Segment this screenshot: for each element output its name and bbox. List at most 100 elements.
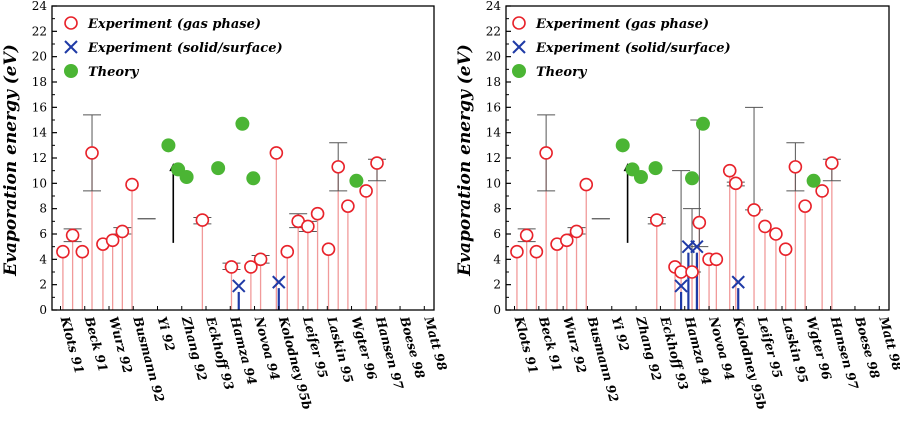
y-tick-label: 2 [39,278,47,292]
gas-phase-point [280,244,295,259]
theory-point [685,171,700,186]
theory-point [161,138,176,153]
gas-phase-point [195,213,210,227]
gas-phase-point [692,215,707,230]
theory-point [633,170,648,184]
category-label: Yi 92 [155,315,179,353]
theory-point [806,173,821,188]
chart-panel-right: Evaporation energy (eV) 0246810121416182… [455,0,900,411]
gas-phase-point [75,244,90,259]
theory-point [211,161,226,176]
gas-phase-point [539,146,553,160]
gas-phase-point [359,184,373,198]
legend-solid-marker [64,40,78,54]
legend-theory-label: Theory [88,65,140,80]
y-tick-label: 20 [32,50,47,64]
gas-phase-point [529,244,544,259]
category-label: Klots 91 [511,314,541,375]
y-tick-label: 20 [486,50,501,64]
gas-phase-point [85,146,99,160]
category-label: Yi 92 [609,315,633,353]
y-tick-label: 4 [493,252,501,266]
gas-phase-point [301,219,315,234]
legend-gas-label: Experiment (gas phase) [535,17,709,32]
gas-phase-point [579,177,594,192]
y-tick-label: 16 [486,100,501,114]
chart-panel-left: Evaporation energy (eV) 0246810121416182… [1,0,450,411]
y-tick-label: 24 [486,0,502,13]
y-tick-label: 6 [39,227,47,241]
gas-phase-point [798,199,812,213]
gas-phase-point [125,177,139,192]
theory-point [615,138,630,153]
gas-phase-point [269,146,284,160]
gas-phase-point [341,199,355,213]
gas-phase-point [769,227,783,241]
gas-phase-point [65,228,80,243]
gas-phase-point [747,203,761,217]
gas-phase-point [115,224,130,239]
gas-phase-point [310,206,325,221]
y-tick-label: 14 [486,126,502,140]
legend-theory-marker [64,64,78,78]
gas-phase-point [815,184,829,198]
solid-surface-point [690,239,704,254]
solid-surface-point [731,275,745,289]
y-tick-label: 0 [493,303,501,317]
y-tick-label: 2 [493,278,501,292]
solid-surface-point [232,279,246,293]
gas-phase-point [321,242,336,256]
gas-phase-point [685,265,699,279]
theory-point [695,116,710,131]
gas-phase-point [224,260,239,274]
gas-phase-point [331,160,345,174]
y-tick-label: 12 [486,151,501,165]
y-tick-label: 8 [493,202,501,216]
legend-right: Experiment (gas phase) Experiment (solid… [512,16,731,80]
gas-phase-point [758,219,772,234]
y-axis-title-left: Evaporation energy (eV) [1,44,21,277]
y-tick-label: 10 [486,176,501,190]
solid-surface-point [272,275,286,289]
y-tick-label: 22 [486,24,501,38]
legend-gas-marker [64,16,78,30]
gas-phase-point [788,160,803,174]
gas-phase-point [105,233,120,248]
gas-phase-point [722,163,737,178]
theory-point [179,170,194,184]
gas-phase-point [253,252,268,267]
gas-phase-point [728,176,743,191]
gas-phase-point [709,252,724,267]
gas-phase-point [778,242,793,256]
solid-surface-point [674,279,688,293]
category-label: Klots 91 [57,314,87,375]
y-tick-label: 6 [493,227,501,241]
gas-phase-point [519,228,534,243]
y-tick-label: 4 [39,252,47,266]
legend-theory-marker [512,64,526,78]
theory-point [246,171,261,186]
theory-point [235,116,250,131]
y-tick-label: 18 [486,75,501,89]
legend-solid-marker [512,40,526,54]
y-tick-label: 22 [32,24,47,38]
gas-phase-point [649,213,664,227]
gas-phase-point [370,156,384,170]
gas-phase-point [559,233,574,248]
legend-solid-label: Experiment (solid/surface) [87,41,283,56]
y-tick-label: 8 [39,202,47,216]
y-tick-label: 14 [32,126,48,140]
error-bar [745,106,764,211]
y-tick-label: 0 [39,303,47,317]
y-tick-label: 10 [32,176,47,190]
gas-phase-point [825,156,839,170]
y-tick-label: 18 [32,75,47,89]
gas-phase-point [510,244,524,259]
gas-phase-point [56,244,70,259]
y-axis-title-right: Evaporation energy (eV) [455,44,475,277]
gas-phase-point [569,224,584,239]
gas-phase-point [244,260,258,274]
legend-gas-marker [512,16,526,30]
theory-point [349,173,364,188]
